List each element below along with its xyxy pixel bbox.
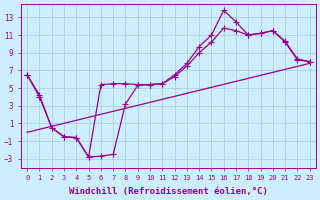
X-axis label: Windchill (Refroidissement éolien,°C): Windchill (Refroidissement éolien,°C) (69, 187, 268, 196)
